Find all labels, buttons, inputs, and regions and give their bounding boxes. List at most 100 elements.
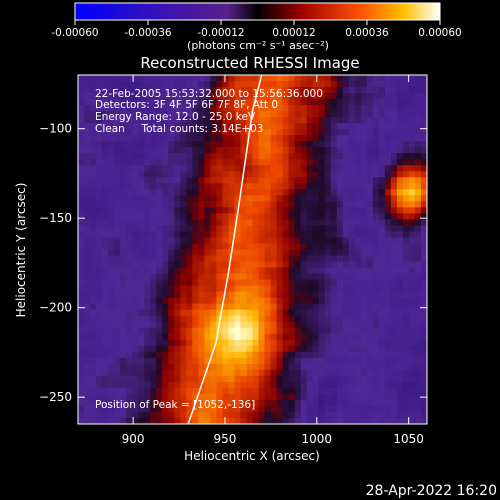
heatmap-cell — [168, 75, 175, 82]
heatmap-cell — [192, 357, 199, 365]
heatmap-cell — [342, 279, 350, 287]
heatmap-cell — [168, 327, 175, 335]
heatmap-cell — [378, 243, 386, 250]
heatmap-cell — [240, 213, 247, 220]
heatmap-cell — [168, 189, 175, 196]
heatmap-cell — [390, 315, 398, 323]
heatmap-cell — [390, 243, 398, 250]
heatmap-cell — [204, 231, 211, 238]
heatmap-cell — [378, 87, 386, 94]
heatmap-cell — [396, 243, 404, 250]
heatmap-cell — [168, 87, 175, 94]
heatmap-cell — [228, 159, 235, 166]
heatmap-cell — [282, 237, 290, 244]
heatmap-cell — [132, 195, 139, 202]
heatmap-cell — [312, 387, 320, 395]
heatmap-cell — [324, 273, 332, 281]
heatmap-cell — [168, 129, 175, 136]
heatmap-cell — [342, 171, 350, 178]
heatmap-cell — [312, 99, 320, 106]
heatmap-cell — [384, 255, 392, 263]
heatmap-cell — [120, 309, 127, 317]
heatmap-cell — [366, 375, 374, 383]
heatmap-cell — [120, 291, 127, 299]
heatmap-cell — [120, 381, 127, 389]
heatmap-cell — [246, 297, 253, 305]
heatmap-cell — [126, 177, 133, 184]
heatmap-cell — [300, 243, 308, 250]
heatmap-cell — [342, 345, 350, 353]
heatmap-cell — [348, 117, 356, 124]
heatmap-cell — [276, 273, 284, 281]
heatmap-cell — [390, 231, 398, 238]
heatmap-cell — [390, 327, 398, 335]
heatmap-cell — [180, 267, 187, 275]
heatmap-cell — [108, 357, 115, 365]
heatmap-cell — [390, 279, 398, 287]
heatmap-cell — [342, 417, 350, 424]
heatmap-cell — [108, 81, 115, 88]
heatmap-cell — [108, 351, 115, 359]
heatmap-cell — [96, 147, 103, 154]
heatmap-cell — [294, 393, 302, 401]
heatmap-cell — [174, 105, 181, 112]
heatmap-cell — [168, 81, 175, 88]
heatmap-cell — [330, 357, 338, 365]
heatmap-cell — [354, 339, 362, 347]
heatmap-cell — [204, 165, 211, 172]
heatmap-cell — [246, 285, 253, 293]
heatmap-cell — [288, 123, 296, 130]
heatmap-cell — [324, 261, 332, 269]
heatmap-cell — [174, 363, 181, 371]
heatmap-cell — [264, 333, 272, 341]
heatmap-cell — [264, 363, 272, 371]
heatmap-cell — [378, 207, 386, 214]
heatmap-cell — [162, 297, 169, 305]
heatmap-cell — [240, 369, 247, 377]
heatmap-cell — [240, 195, 247, 202]
heatmap-cell — [312, 279, 320, 287]
heatmap-cell — [96, 375, 103, 383]
heatmap-cell — [378, 141, 386, 148]
heatmap-cell — [96, 309, 103, 317]
heatmap-cell — [330, 201, 338, 208]
heatmap-cell — [264, 357, 272, 365]
heatmap-cell — [414, 399, 422, 407]
heatmap-cell — [408, 321, 416, 329]
heatmap-cell — [222, 279, 229, 287]
heatmap-cell — [234, 255, 241, 263]
heatmap-cell — [132, 141, 139, 148]
heatmap-cell — [300, 159, 308, 166]
heatmap-cell — [402, 159, 410, 166]
heatmap-cell — [132, 123, 139, 130]
heatmap-cell — [84, 261, 91, 269]
heatmap-cell — [78, 159, 85, 166]
heatmap-cell — [198, 189, 205, 196]
heatmap-cell — [396, 345, 404, 353]
heatmap-cell — [252, 183, 260, 190]
heatmap-cell — [312, 375, 320, 383]
heatmap-cell — [84, 327, 91, 335]
heatmap-cell — [228, 351, 235, 359]
heatmap-cell — [114, 237, 121, 244]
heatmap-cell — [186, 105, 193, 112]
heatmap-cell — [414, 99, 422, 106]
heatmap-cell — [246, 399, 253, 407]
heatmap-cell — [132, 327, 139, 335]
heatmap-cell — [402, 297, 410, 305]
heatmap-cell — [198, 327, 205, 335]
heatmap-cell — [192, 111, 199, 118]
heatmap-cell — [306, 135, 314, 142]
heatmap-cell — [228, 369, 235, 377]
heatmap-cell — [96, 417, 103, 424]
heatmap-cell — [210, 147, 217, 154]
heatmap-cell — [288, 207, 296, 214]
heatmap-cell — [240, 297, 247, 305]
heatmap-cell — [120, 375, 127, 383]
heatmap-cell — [198, 135, 205, 142]
heatmap-cell — [384, 237, 392, 244]
heatmap-cell — [270, 141, 278, 148]
heatmap-cell — [360, 243, 368, 250]
heatmap-cell — [234, 165, 241, 172]
heatmap-cell — [222, 237, 229, 244]
